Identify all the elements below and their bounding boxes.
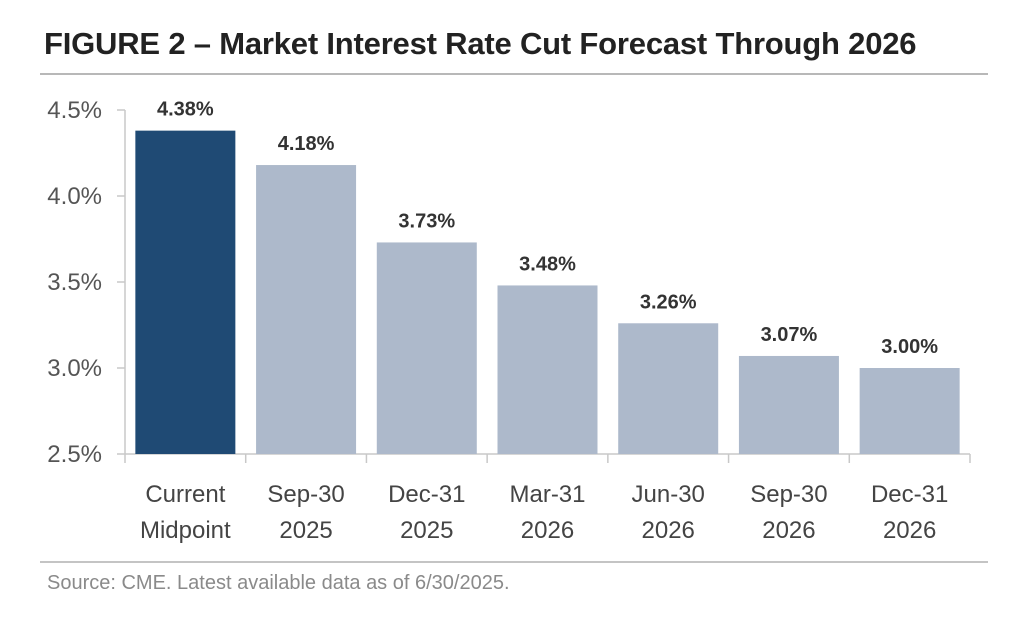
data-label: 3.00% (881, 336, 938, 358)
data-labels: 4.38% 4.18% 3.73% 3.48% 3.26% 3.07% 3.00% (157, 99, 938, 358)
bar (135, 130, 236, 454)
figure-title: FIGURE 2 – Market Interest Rate Cut Fore… (44, 26, 917, 61)
x-tick-label: 2025 (279, 517, 332, 544)
x-tick-label: Dec-31 (388, 481, 465, 508)
source-divider (40, 561, 988, 563)
y-tick-label: 4.5% (47, 97, 102, 124)
x-tick-label: 2025 (400, 517, 453, 544)
y-tick-label: 3.0% (47, 355, 102, 382)
x-tick-label: Current (145, 481, 225, 508)
data-label: 3.07% (761, 324, 818, 346)
x-axis: Current Midpoint Sep-30 2025 Dec-31 2025 Mar-3… (124, 453, 971, 544)
title-divider (40, 73, 988, 75)
y-axis: 4.5% 4.0% 3.5% 3.0% 2.5% (47, 97, 126, 468)
x-tick-label: 2026 (883, 517, 936, 544)
x-tick-label: Dec-31 (871, 481, 948, 508)
data-label: 3.48% (519, 253, 576, 275)
bars (135, 130, 960, 455)
x-tick-label: Mar-31 (509, 481, 585, 508)
bar (256, 165, 357, 455)
y-tick-label: 3.5% (47, 269, 102, 296)
x-tick-label: Sep-30 (750, 481, 827, 508)
x-tick-label: 2026 (762, 517, 815, 544)
bar (376, 242, 477, 454)
x-tick-label: 2026 (521, 517, 574, 544)
data-label: 3.26% (640, 291, 697, 313)
x-tick-label: Jun-30 (632, 481, 705, 508)
bar (859, 368, 960, 454)
x-tick-label: Midpoint (140, 517, 231, 544)
bar (738, 355, 839, 454)
source-note: Source: CME. Latest available data as of… (47, 572, 510, 594)
data-label: 4.18% (278, 133, 335, 155)
bar (618, 323, 719, 454)
y-tick-label: 2.5% (47, 441, 102, 468)
y-tick-label: 4.0% (47, 183, 102, 210)
x-tick-label: 2026 (642, 517, 695, 544)
data-label: 3.73% (398, 210, 455, 232)
x-tick-label: Sep-30 (267, 481, 344, 508)
bar (497, 285, 598, 454)
data-label: 4.38% (157, 99, 214, 121)
